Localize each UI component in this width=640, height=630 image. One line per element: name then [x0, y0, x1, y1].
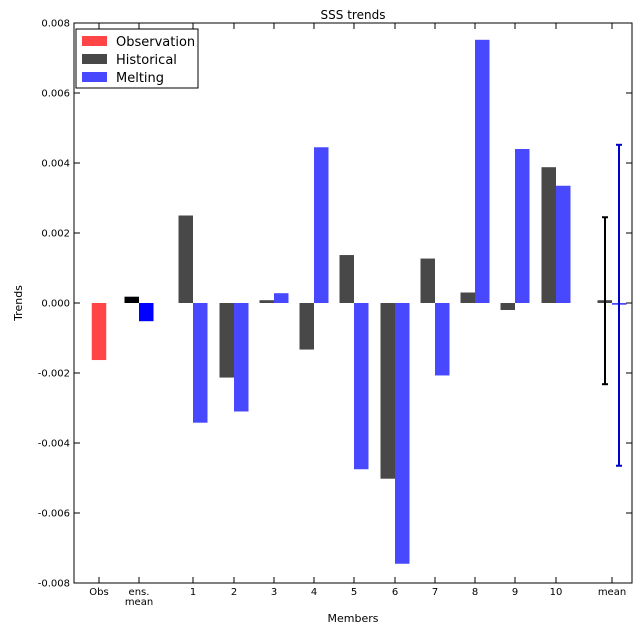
- y-tick-label: 0.000: [41, 299, 70, 310]
- x-tick-label: 1: [190, 587, 196, 598]
- bar-melting-2: [193, 303, 208, 423]
- legend-label-historical: Historical: [116, 53, 177, 68]
- legend: Observation Historical Melting: [75, 28, 199, 89]
- y-ticks-layer: -0.008 -0.006 -0.004 -0.002 0.000 0.002 0.004 0…: [38, 19, 632, 590]
- bar-melting-3: [234, 303, 249, 412]
- x-tick-label: 10: [550, 587, 563, 598]
- bar-historical-8: [420, 258, 435, 303]
- bar-melting-4: [274, 293, 289, 303]
- x-tick-label: Obs: [89, 587, 108, 598]
- bar-historical-10: [500, 303, 515, 310]
- x-tick-label: 5: [351, 587, 357, 598]
- bar-melting-1: [139, 303, 154, 322]
- bar-historical-2: [178, 215, 193, 303]
- bar-historical-11: [541, 167, 556, 303]
- bar-melting-9: [475, 39, 490, 304]
- bar-melting-10: [515, 149, 530, 303]
- x-tick-label: 3: [271, 587, 277, 598]
- x-tick-label: 2: [231, 587, 237, 598]
- legend-swatch-observation: [82, 36, 107, 46]
- bar-historical-4: [259, 300, 274, 303]
- y-tick-label: 0.006: [41, 89, 70, 100]
- bars-layer: [91, 39, 627, 564]
- error-bars-layer: [602, 143, 622, 467]
- x-tick-label: 6: [392, 587, 398, 598]
- bar-historical-6: [339, 255, 354, 303]
- y-tick-label: 0.008: [41, 19, 70, 30]
- y-tick-label: 0.004: [41, 159, 70, 170]
- bar-historical-7: [380, 303, 395, 479]
- bar-historical-5: [299, 303, 314, 350]
- bar-melting-8: [435, 303, 450, 376]
- y-axis-title: Trends: [12, 285, 25, 322]
- x-axis-title: Members: [328, 612, 379, 625]
- bar-observation: [91, 303, 107, 361]
- bar-historical-9: [460, 292, 475, 303]
- legend-label-melting: Melting: [116, 71, 164, 86]
- legend-label-observation: Observation: [116, 35, 195, 50]
- x-tick-label: 4: [311, 587, 317, 598]
- bar-historical-1: [124, 296, 139, 303]
- y-tick-label: -0.002: [38, 369, 70, 380]
- chart-title: SSS trends: [321, 8, 386, 22]
- y-tick-label: -0.008: [38, 579, 70, 590]
- bar-melting-7: [395, 303, 410, 564]
- bar-melting-5: [314, 147, 329, 303]
- x-tick-label: mean: [125, 597, 153, 608]
- y-tick-label: -0.006: [38, 509, 70, 520]
- bar-melting-6: [354, 303, 369, 470]
- x-tick-label: 7: [432, 587, 438, 598]
- y-tick-label: -0.004: [38, 439, 70, 450]
- legend-items: Observation Historical Melting: [82, 35, 195, 86]
- legend-swatch-melting: [82, 72, 107, 82]
- legend-swatch-historical: [82, 54, 107, 64]
- x-tick-label: ens.: [129, 587, 150, 598]
- y-tick-label: 0.002: [41, 229, 70, 240]
- x-tick-label: 8: [472, 587, 478, 598]
- x-tick-label: 9: [512, 587, 518, 598]
- bar-melting-11: [556, 185, 571, 303]
- bar-historical-3: [219, 303, 234, 378]
- x-tick-label: mean: [598, 587, 626, 598]
